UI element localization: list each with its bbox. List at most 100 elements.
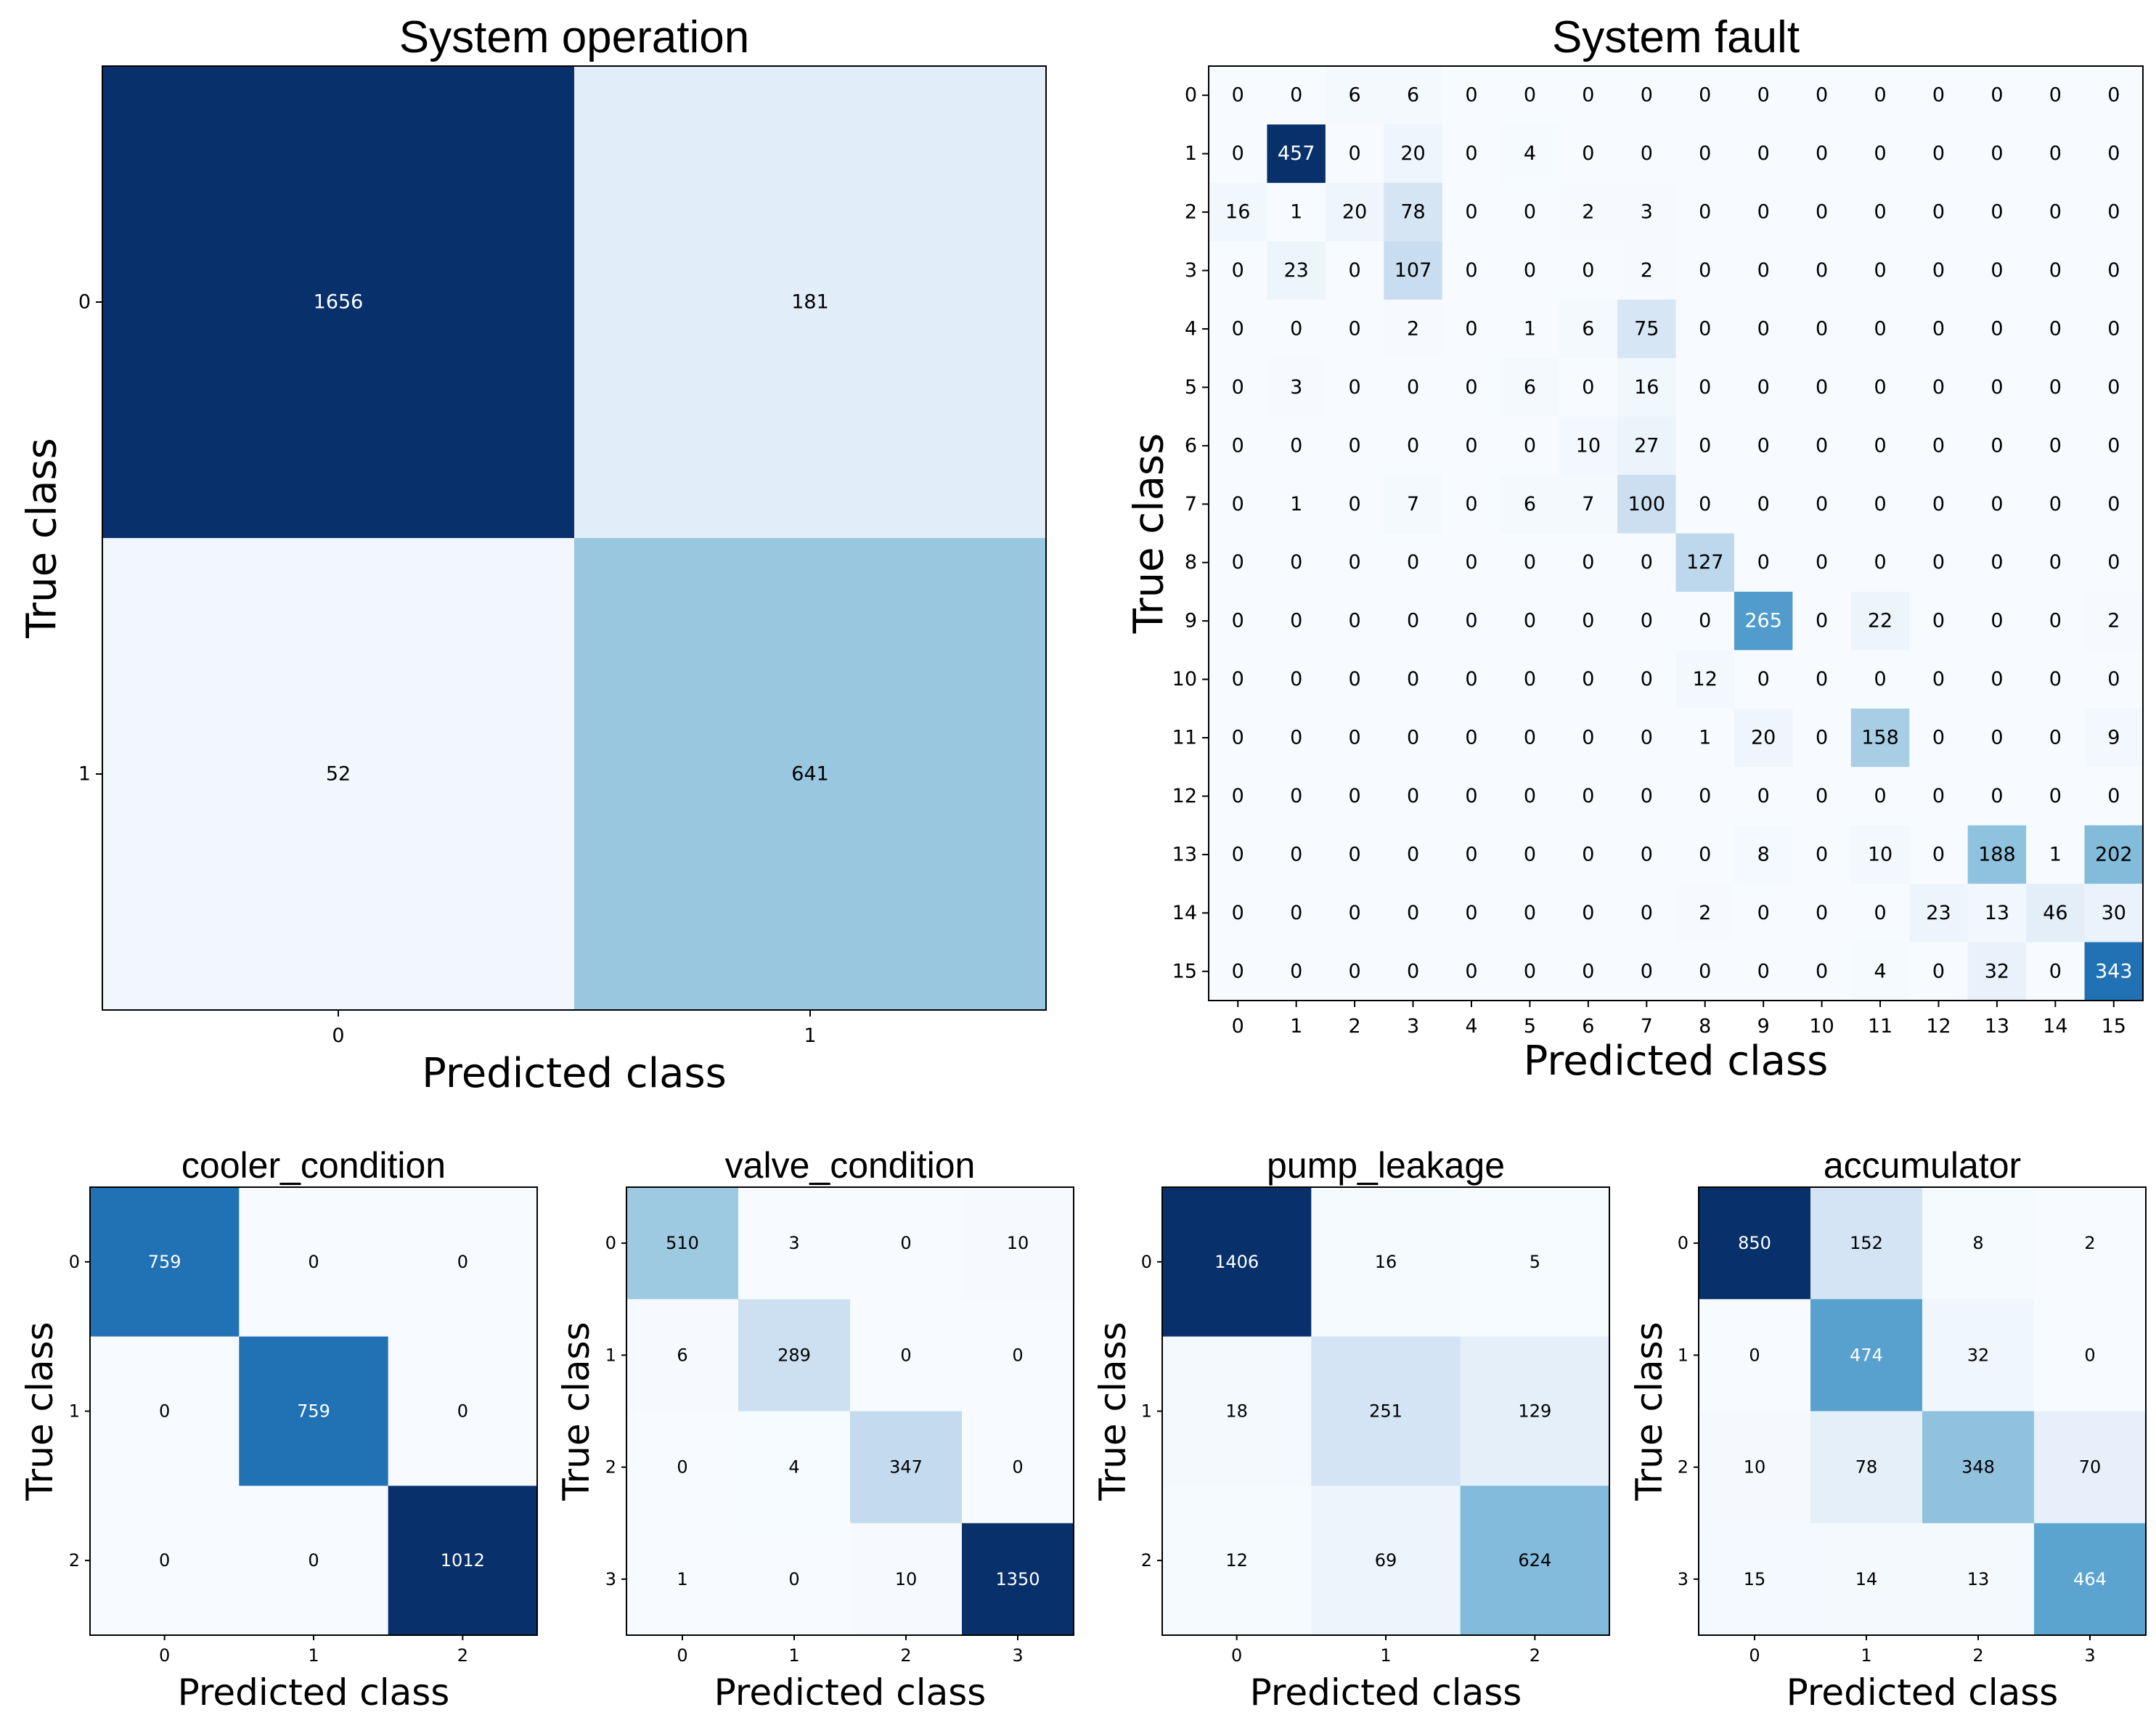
heatmap-cell — [1559, 299, 1618, 359]
cell-value-label: 0 — [1699, 201, 1711, 224]
cell-value-label: 0 — [457, 1252, 468, 1272]
cell-value-label: 1656 — [314, 291, 364, 314]
cell-value-label: 0 — [1990, 376, 2003, 399]
y-tick-label: 1 — [605, 1345, 616, 1365]
heatmap-cell — [1559, 767, 1618, 826]
x-tick-label: 6 — [1582, 1015, 1594, 1038]
x-tick-label: 4 — [1465, 1015, 1477, 1038]
heatmap-cell — [1442, 475, 1501, 534]
cell-value-label: 0 — [2107, 142, 2120, 165]
chart-title: pump_leakage — [1267, 1145, 1505, 1186]
cell-value-label: 0 — [1932, 142, 1945, 165]
x-axis-label: Predicted class — [1524, 1038, 1829, 1085]
cell-value-label: 0 — [1290, 84, 1302, 107]
cell-value-label: 0 — [1465, 317, 1477, 340]
heatmap-cell — [1559, 942, 1618, 1001]
cell-value-label: 0 — [1582, 727, 1594, 749]
cell-value-label: 7 — [1407, 493, 1419, 516]
cell-value-label: 0 — [1990, 259, 2003, 282]
cell-value-label: 0 — [1990, 142, 2003, 165]
cell-value-label: 0 — [1816, 960, 1828, 982]
heatmap-cell — [1559, 591, 1618, 651]
heatmap-cell — [2084, 650, 2144, 709]
cell-value-label: 0 — [1407, 376, 1419, 399]
cell-value-label: 13 — [1985, 902, 2009, 924]
heatmap-cell — [1792, 182, 1852, 242]
cell-value-label: 0 — [1932, 960, 1945, 982]
heatmap-cell — [1267, 533, 1326, 592]
heatmap-cell — [1734, 475, 1793, 534]
heatmap-cell — [1792, 650, 1852, 709]
x-tick-label: 2 — [1349, 1015, 1361, 1038]
cell-value-label: 0 — [1232, 668, 1244, 691]
heatmap-cell — [1209, 591, 1268, 651]
heatmap-cell — [1792, 416, 1852, 476]
x-tick-label: 8 — [1699, 1015, 1711, 1038]
y-tick-label: 2 — [605, 1457, 616, 1478]
cell-value-label: 14 — [1855, 1569, 1878, 1589]
heatmap-cell — [2084, 825, 2144, 884]
heatmap-cell — [1850, 825, 1910, 884]
cell-value-label: 0 — [1757, 434, 1770, 457]
cell-value-label: 0 — [1290, 668, 1302, 691]
cell-value-label: 0 — [1465, 668, 1477, 691]
confusion-matrix-2: 0 0 6 6 0 0 0 0 0 0 0 0 0 0 0 00 457 0 20 0 4 0 0 0 0 0 0 0 0 0 016 1 20… — [1126, 12, 2144, 1085]
cell-value-label: 0 — [1582, 785, 1594, 807]
cell-value-label: 0 — [1349, 960, 1361, 982]
y-axis-label: True class — [1092, 1321, 1134, 1501]
heatmap-cell — [1267, 475, 1326, 534]
y-tick-label: 13 — [1172, 843, 1197, 866]
y-tick-label: 3 — [1185, 259, 1197, 282]
y-tick-label: 2 — [1141, 1550, 1152, 1571]
cell-value-label: 0 — [1349, 317, 1361, 340]
cell-value-label: 0 — [1232, 610, 1244, 632]
heatmap-cell — [626, 1187, 739, 1300]
heatmap-cell — [1675, 825, 1735, 884]
cell-value-label: 0 — [1012, 1457, 1023, 1478]
cell-value-label: 0 — [1290, 317, 1302, 340]
heatmap-cell — [102, 66, 575, 539]
cell-value-label: 0 — [1524, 84, 1536, 107]
cell-value-label: 0 — [2049, 317, 2062, 340]
heatmap-cell — [1909, 124, 1969, 184]
heatmap-cell — [1325, 358, 1384, 418]
heatmap-cell — [1734, 66, 1793, 126]
heatmap-cell — [1325, 124, 1384, 184]
cell-value-label: 1 — [1524, 317, 1536, 340]
heatmap-cell — [1617, 416, 1677, 476]
cell-value-label: 510 — [666, 1233, 699, 1253]
axes-frame — [626, 1186, 1074, 1636]
heatmap-cell — [1500, 124, 1560, 184]
heatmap-cell — [1675, 650, 1735, 709]
cell-value-label: 202 — [2095, 843, 2133, 866]
y-axis-label: True class — [19, 1321, 61, 1501]
cell-value-label: 0 — [1232, 551, 1244, 574]
cell-value-label: 20 — [1342, 201, 1367, 224]
cell-value-label: 0 — [900, 1345, 911, 1365]
cell-value-label: 0 — [1524, 201, 1536, 224]
cell-value-label: 0 — [1349, 493, 1361, 516]
x-tick-label: 15 — [2102, 1015, 2126, 1038]
cell-value-label: 0 — [1699, 376, 1711, 399]
cell-value-label: 0 — [1349, 434, 1361, 457]
heatmap-cell — [2034, 1523, 2147, 1636]
cell-value-label: 457 — [1278, 142, 1315, 165]
cell-value-label: 0 — [1874, 376, 1886, 399]
cell-value-label: 0 — [1816, 610, 1828, 632]
heatmap-cell — [962, 1299, 1074, 1412]
heatmap-cell — [2026, 884, 2086, 943]
heatmap-cell — [1500, 299, 1560, 359]
confusion-matrix-1: 1656 181 52 641 0 0 1 1 System operation Predicte… — [19, 12, 1047, 1097]
x-tick-label: 3 — [1407, 1015, 1419, 1038]
cell-value-label: 0 — [1407, 668, 1419, 691]
cell-value-label: 4 — [788, 1457, 799, 1478]
heatmap-cell — [2026, 416, 2086, 476]
heatmap-cell — [1500, 182, 1560, 242]
cell-value-label: 0 — [1349, 668, 1361, 691]
cell-value-label: 30 — [2102, 902, 2126, 924]
heatmap-cell — [1792, 767, 1852, 826]
cell-value-label: 0 — [2107, 84, 2120, 107]
heatmap-cell — [2084, 708, 2144, 767]
cell-value-label: 0 — [1699, 493, 1711, 516]
